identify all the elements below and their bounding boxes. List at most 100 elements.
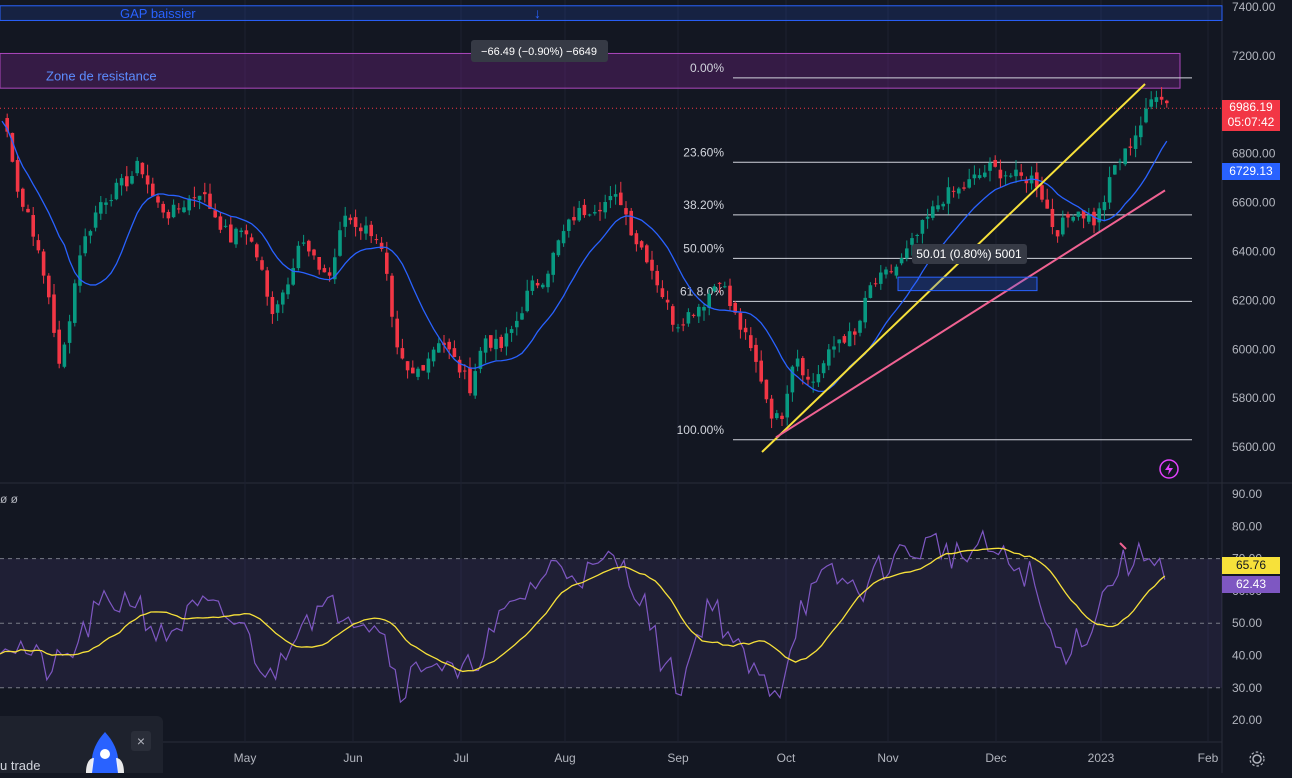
candle-body — [249, 237, 254, 242]
candle-body — [889, 271, 893, 273]
rsi-tick-label: 20.00 — [1232, 713, 1262, 727]
fib-level-label: 50.00% — [683, 241, 724, 255]
candle-body — [442, 342, 446, 346]
candle-body — [1123, 148, 1127, 165]
fibonacci-retracement[interactable]: 0.00% 23.60% 38.20% 50.00% 61.8.0% 100.00% — [0, 61, 1222, 441]
candle-body — [457, 359, 462, 373]
price-tick-label: 7200.00 — [1232, 49, 1276, 63]
candle-body — [832, 346, 836, 350]
candle-body — [915, 235, 919, 237]
rocket-icon — [80, 732, 130, 778]
candle-body — [463, 370, 467, 372]
candle-body — [619, 192, 623, 206]
candle-body — [910, 238, 914, 245]
close-icon[interactable]: × — [131, 731, 151, 751]
yellow-trend-line — [761, 83, 1146, 453]
candle-body — [15, 160, 20, 192]
flash-icon[interactable] — [1158, 458, 1180, 485]
candle-body — [993, 159, 997, 167]
candle-body — [21, 188, 25, 207]
candle-body — [894, 266, 899, 276]
candle-body — [998, 169, 1003, 179]
candle-body — [208, 193, 212, 209]
candle-body — [639, 241, 644, 248]
rsi-tick-label: 30.00 — [1232, 681, 1262, 695]
candle-body — [962, 187, 966, 189]
candle-body — [307, 240, 311, 252]
candle-body — [353, 217, 358, 227]
candle-body — [1061, 217, 1065, 235]
measure-tooltip: −66.49 (−0.90%) −6649 — [481, 46, 597, 58]
candle-body — [130, 176, 134, 184]
candle-body — [541, 284, 545, 288]
candle-body — [390, 275, 394, 317]
candle-body — [489, 335, 493, 348]
candle-body — [265, 270, 269, 297]
candle-body — [1040, 185, 1044, 200]
candle-body — [270, 296, 275, 315]
candle-body — [884, 269, 888, 275]
candle-body — [119, 178, 124, 186]
candle-body — [691, 314, 696, 316]
candle-body — [1024, 179, 1029, 184]
measure-tooltip-bg — [471, 40, 608, 62]
price-tick-label: 6800.00 — [1232, 147, 1276, 161]
candle-body — [816, 374, 821, 383]
rsi-annotation — [1119, 542, 1127, 550]
candle-body — [1081, 210, 1086, 219]
candle-body — [411, 367, 415, 374]
candle-body — [229, 224, 233, 243]
candle-body — [806, 376, 810, 380]
candle-body — [707, 293, 711, 309]
candle-body — [629, 210, 633, 236]
candle-body — [333, 257, 337, 280]
candle-body — [858, 320, 862, 333]
candle-body — [941, 203, 945, 207]
time-tick-label: Jul — [453, 751, 468, 765]
candles — [5, 87, 1169, 429]
candle-body — [1118, 161, 1122, 163]
measure-tooltip2-bg — [912, 244, 1027, 264]
zones: GAP baissier ↓ Zone de resistance −66.49 (−… — [0, 5, 1223, 89]
candle-body — [723, 286, 727, 288]
candle-body — [743, 327, 748, 333]
fib-level-label: 38.20% — [683, 198, 724, 212]
candle-body — [983, 172, 987, 177]
time-tick-label: Dec — [985, 751, 1006, 765]
candle-body — [78, 255, 82, 286]
candle-body — [468, 367, 472, 394]
candle-body — [83, 236, 87, 254]
measure-box — [897, 276, 1038, 292]
candle-body — [1113, 165, 1117, 175]
candle-body — [359, 227, 363, 232]
price-tick-label: 5800.00 — [1232, 391, 1276, 405]
candle-body — [624, 208, 628, 215]
candle-body — [327, 272, 332, 276]
candle-body — [379, 242, 384, 250]
candle-body — [234, 228, 238, 245]
settings-icon[interactable] — [1248, 750, 1266, 773]
trade-widget[interactable]: u trade × — [0, 716, 163, 773]
candle-body — [1009, 175, 1013, 177]
candle-body — [203, 192, 207, 195]
price-tick-label: 6600.00 — [1232, 196, 1276, 210]
candle-body — [1014, 169, 1018, 177]
candle-body — [879, 272, 883, 284]
candle-body — [899, 258, 904, 264]
trend-lines[interactable]: 50.01 (0.80%) 5001 — [761, 83, 1166, 453]
axes: 7400.007200.007000.006800.006600.006400.… — [234, 0, 1276, 765]
candle-body — [587, 214, 592, 216]
ma-line — [1, 120, 1168, 393]
gap-zone-label: GAP baissier — [120, 6, 196, 21]
candle-body — [369, 224, 373, 237]
indicator-label: ø ø — [0, 492, 18, 506]
candle-body — [400, 348, 405, 359]
candle-body — [759, 360, 763, 382]
candle-body — [1019, 172, 1023, 176]
candle-body — [317, 257, 321, 270]
candle-body — [546, 273, 550, 288]
candle-body — [593, 212, 597, 214]
candle-body — [431, 349, 436, 362]
rsi-tick-label: 50.00 — [1232, 616, 1262, 630]
